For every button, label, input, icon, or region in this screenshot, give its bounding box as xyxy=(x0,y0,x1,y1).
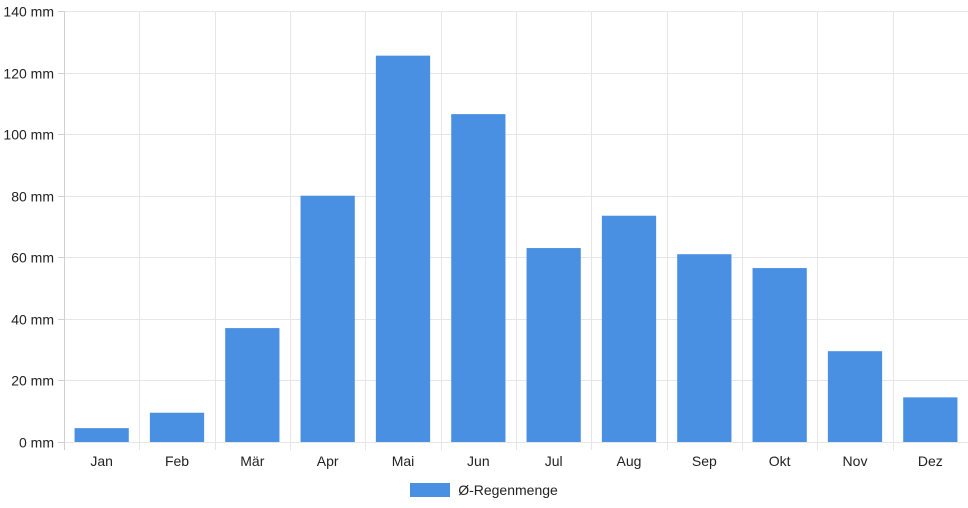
y-tick-label: 20 mm xyxy=(11,373,54,389)
x-tick-labels: Jan Feb Mär Apr Mai Jun Jul Aug Sep Okt Nov Dez xyxy=(90,453,942,469)
grid-lines xyxy=(64,11,968,450)
x-tick-label: Mär xyxy=(240,453,264,469)
chart-canvas: 0 mm 20 mm 40 mm 60 mm 80 mm 100 mm 120 mm 140 … xyxy=(3,4,968,469)
bar-mär[interactable] xyxy=(225,328,280,442)
x-tick-label: Jul xyxy=(545,453,563,469)
bar-jun[interactable] xyxy=(451,114,506,442)
bar-apr[interactable] xyxy=(300,195,355,442)
legend-swatch xyxy=(410,483,451,497)
y-tick-label: 100 mm xyxy=(3,127,54,143)
y-tick-label: 60 mm xyxy=(11,250,54,266)
x-tick-label: Apr xyxy=(317,453,339,469)
legend[interactable]: Ø-Regenmenge xyxy=(0,480,968,500)
bars xyxy=(74,55,958,442)
x-tick-label: Dez xyxy=(918,453,943,469)
bar-jan[interactable] xyxy=(74,428,129,442)
y-tick-labels: 0 mm 20 mm 40 mm 60 mm 80 mm 100 mm 120 mm 140 … xyxy=(3,4,54,451)
bar-jul[interactable] xyxy=(526,248,581,442)
x-tick-label: Sep xyxy=(692,453,717,469)
y-tick-label: 140 mm xyxy=(3,4,54,20)
x-tick-label: Aug xyxy=(617,453,642,469)
y-tick-label: 0 mm xyxy=(19,435,54,451)
bar-sep[interactable] xyxy=(677,254,732,442)
y-tick-label: 120 mm xyxy=(3,66,54,82)
x-tick-label: Mai xyxy=(392,453,415,469)
x-tick-label: Okt xyxy=(769,453,791,469)
y-tick-label: 40 mm xyxy=(11,312,54,328)
bar-okt[interactable] xyxy=(752,268,807,442)
axes xyxy=(58,11,65,450)
legend-label: Ø-Regenmenge xyxy=(458,482,558,498)
y-tick-label: 80 mm xyxy=(11,189,54,205)
x-tick-label: Jun xyxy=(467,453,490,469)
bar-mai[interactable] xyxy=(375,55,431,442)
bar-feb[interactable] xyxy=(149,412,205,442)
bar-dez[interactable] xyxy=(903,397,958,442)
bar-aug[interactable] xyxy=(601,215,657,442)
bar-nov[interactable] xyxy=(827,351,883,442)
x-tick-label: Feb xyxy=(165,453,189,469)
x-tick-label: Jan xyxy=(90,453,113,469)
x-tick-label: Nov xyxy=(843,453,868,469)
